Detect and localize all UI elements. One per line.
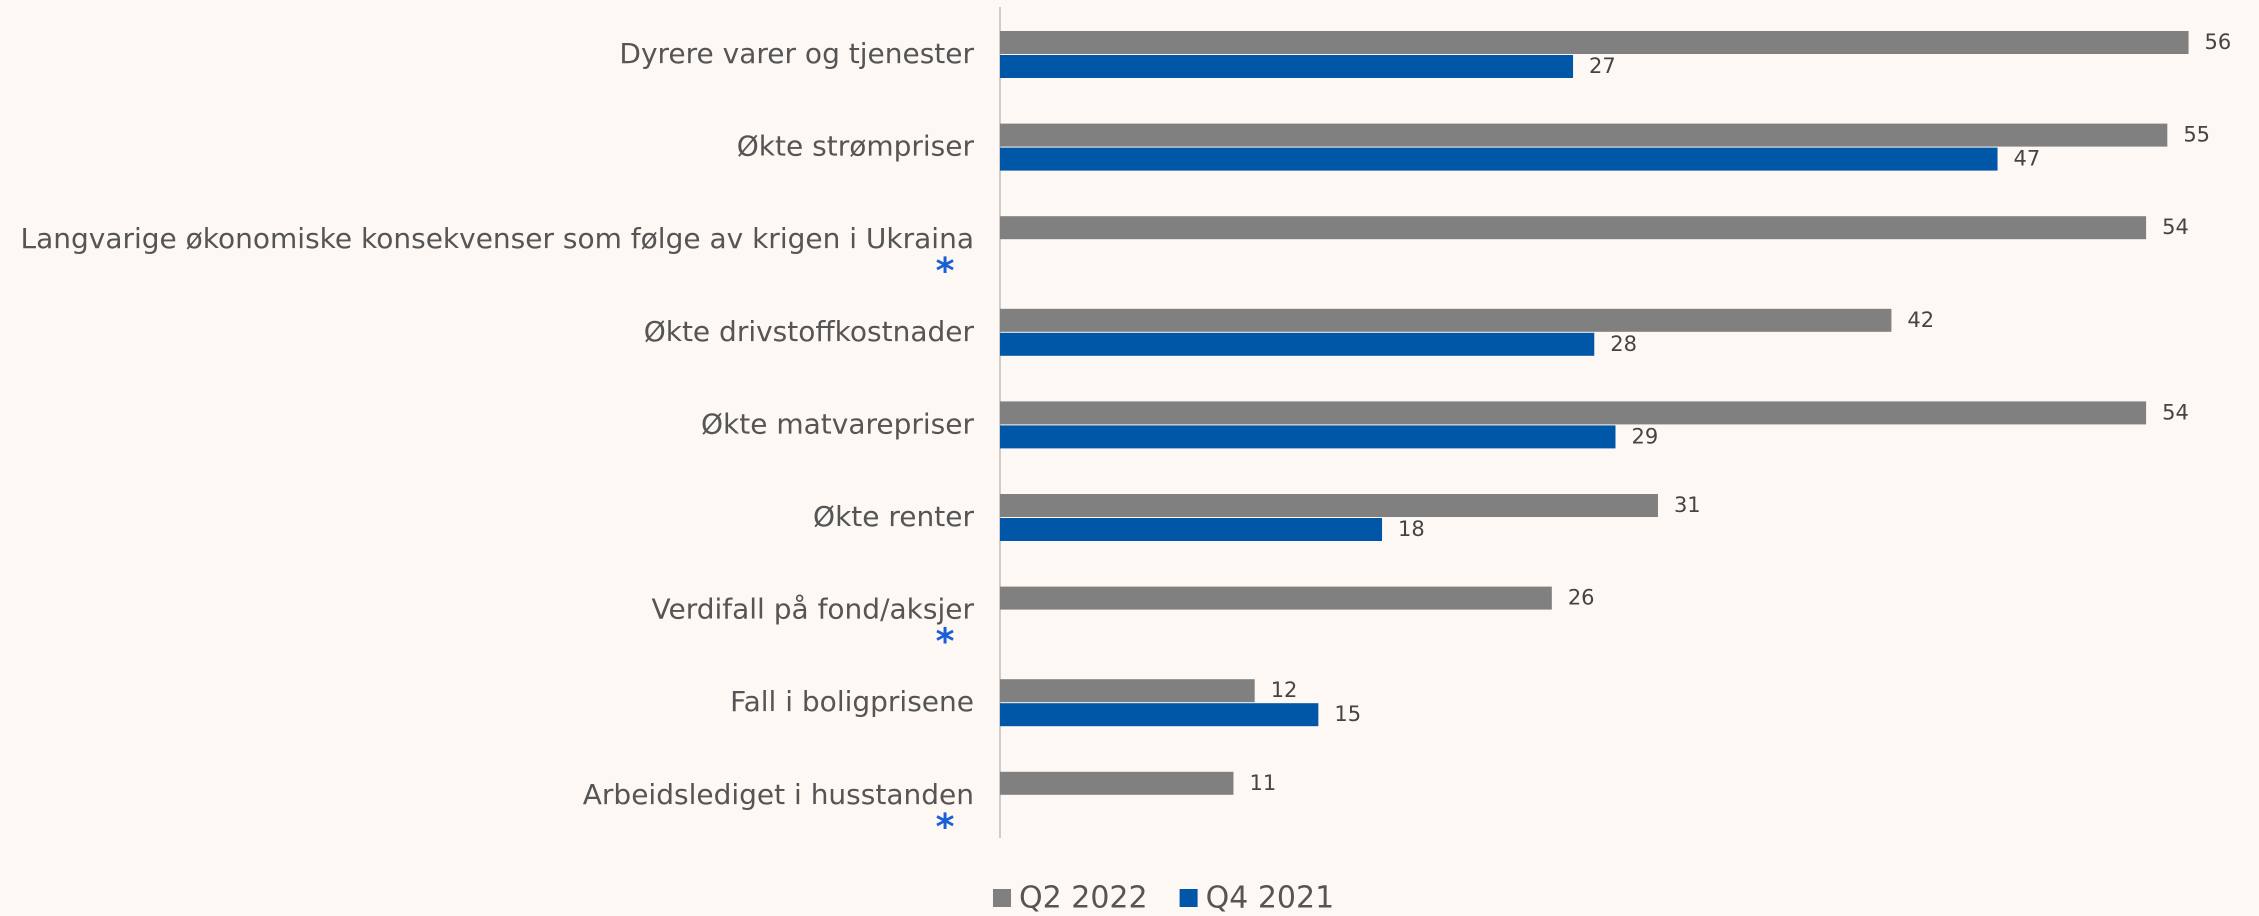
- value-label: 11: [1249, 771, 1276, 795]
- value-label: 28: [1610, 332, 1637, 356]
- bar: [1000, 147, 1998, 171]
- category-label: Langvarige økonomiske konsekvenser som f…: [20, 222, 974, 255]
- value-label: 55: [2183, 123, 2210, 147]
- bar: [1000, 518, 1383, 541]
- bar: [1000, 494, 1658, 517]
- bar: [1000, 703, 1319, 727]
- legend-label: Q2 2022: [1019, 881, 1148, 916]
- bar: [1000, 216, 2147, 240]
- value-label: 54: [2162, 215, 2189, 239]
- value-label: 27: [1589, 54, 1616, 78]
- value-label: 56: [2205, 30, 2232, 54]
- value-label: 29: [1632, 424, 1659, 448]
- bar: [1000, 308, 1892, 332]
- legend-label: Q4 2021: [1206, 881, 1335, 916]
- bar: [1000, 31, 2189, 54]
- category-label: Fall i boligprisene: [730, 685, 974, 718]
- category-label: Økte drivstoffkostnader: [644, 315, 975, 348]
- bar: [1000, 55, 1574, 78]
- category-label: Økte matvarepriser: [701, 407, 975, 440]
- category-label: Dyrere varer og tjenester: [619, 37, 974, 70]
- legend-swatch: [1179, 889, 1198, 907]
- value-label: 47: [2014, 147, 2041, 171]
- bar: [1000, 123, 2168, 147]
- marker: *: [936, 251, 955, 292]
- marker: *: [936, 807, 955, 848]
- bar: [1000, 425, 1616, 449]
- legend-swatch: [993, 889, 1011, 907]
- bar: [1000, 332, 1595, 356]
- category-label: Økte strømpriser: [737, 130, 975, 163]
- marker: *: [936, 622, 955, 663]
- category-label: Verdifall på fond/aksjer: [651, 593, 974, 626]
- bar: [1000, 679, 1255, 703]
- category-label: Arbeidslediget i husstanden: [583, 778, 974, 811]
- bar: [1000, 401, 2147, 425]
- bar: [1000, 586, 1552, 610]
- value-label: 31: [1674, 493, 1701, 517]
- value-label: 18: [1398, 517, 1425, 541]
- category-label: Økte renter: [813, 500, 974, 533]
- value-label: 26: [1568, 586, 1595, 610]
- value-label: 42: [1907, 308, 1934, 332]
- value-label: 12: [1271, 678, 1298, 702]
- bar: [1000, 771, 1234, 795]
- value-label: 54: [2162, 400, 2189, 424]
- value-label: 15: [1334, 702, 1361, 726]
